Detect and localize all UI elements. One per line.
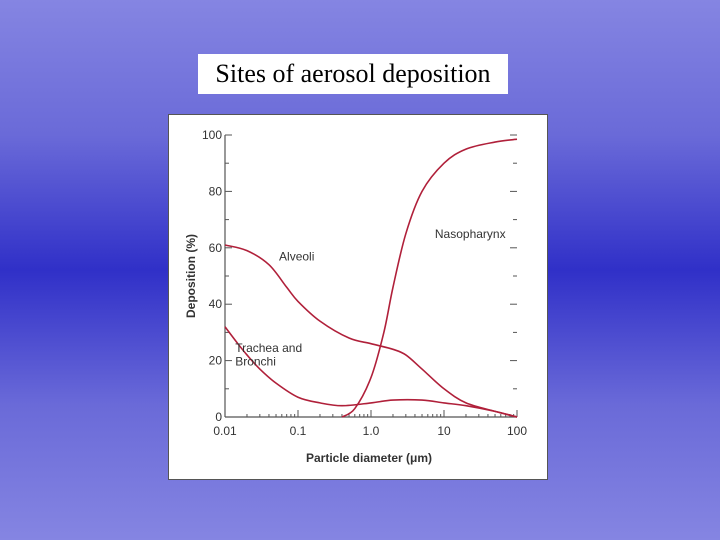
tick-marks — [224, 134, 518, 418]
x-tick-label: 0.01 — [213, 424, 237, 438]
series-line-nasopharynx — [341, 138, 518, 418]
y-tick-label: 20 — [209, 354, 223, 368]
y-tick-label: 100 — [202, 128, 222, 142]
y-tick-label: 80 — [209, 184, 223, 198]
x-tick-label: 10 — [437, 424, 451, 438]
series-labels: Nasopharynx Alveoli Trachea and Bronchi — [235, 227, 505, 369]
chart-panel: 0.01 0.1 1.0 10 100 0 20 40 60 80 100 Nasopharynx… — [168, 114, 548, 480]
x-tick-labels: 0.01 0.1 1.0 10 100 — [213, 424, 527, 438]
series-line-alveoli — [224, 244, 518, 418]
x-tick-label: 1.0 — [363, 424, 380, 438]
slide-title: Sites of aerosol deposition — [198, 54, 508, 94]
series-lines — [224, 138, 518, 418]
y-tick-labels: 0 20 40 60 80 100 — [202, 128, 222, 424]
y-tick-label: 60 — [209, 241, 223, 255]
y-tick-label: 0 — [215, 410, 222, 424]
x-axis-title: Particle diameter (μm) — [306, 451, 432, 465]
series-label-alveoli: Alveoli — [279, 249, 314, 263]
series-label-trachea-and-bronchi: Trachea and Bronchi — [235, 341, 302, 369]
axes — [224, 135, 517, 418]
y-tick-label: 40 — [209, 297, 223, 311]
series-label-nasopharynx: Nasopharynx — [435, 227, 506, 241]
x-tick-label: 0.1 — [290, 424, 307, 438]
x-tick-label: 100 — [507, 424, 527, 438]
series-line-trachea-and-bronchi — [224, 326, 518, 418]
deposition-chart: 0.01 0.1 1.0 10 100 0 20 40 60 80 100 Nasopharynx… — [184, 128, 527, 465]
y-axis-title: Deposition (%) — [184, 234, 198, 318]
